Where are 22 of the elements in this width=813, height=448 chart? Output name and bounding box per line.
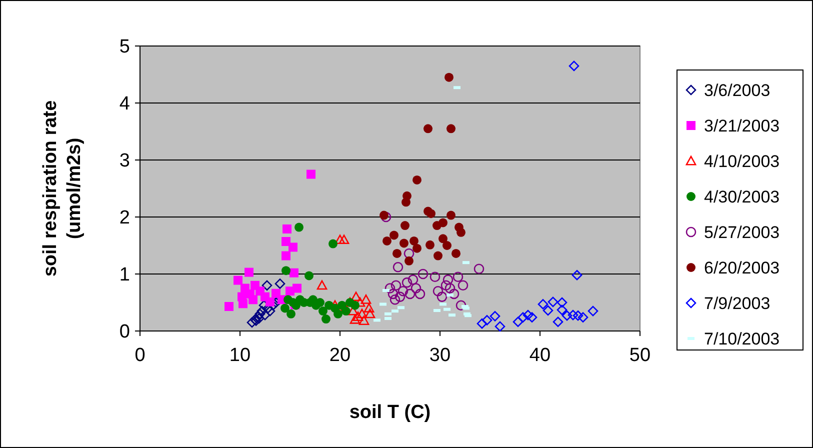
legend-label: 3/6/2003	[704, 80, 770, 100]
x-tick-label: 30	[429, 345, 451, 366]
x-tick-label: 40	[529, 345, 551, 366]
x-tick-label: 0	[134, 345, 146, 366]
legend-label: 5/27/2003	[704, 222, 780, 242]
y-tick-label: 5	[119, 36, 130, 58]
legend-label: 7/9/2003	[704, 294, 770, 313]
y-tick-label: 3	[119, 150, 130, 172]
x-tick-label: 20	[329, 345, 351, 366]
y-tick-label: 0	[119, 322, 130, 343]
y-tick-label: 2	[119, 208, 130, 229]
legend-label: 3/21/2003	[704, 116, 780, 136]
x-axis-title: soil T (C)	[349, 402, 431, 423]
x-tick-label: 50	[629, 345, 651, 366]
y-tick-label: 4	[119, 94, 130, 115]
legend-label: 4/10/2003	[704, 152, 780, 171]
y-axis-title: soil respiration rate (umol/m2s)	[40, 100, 85, 277]
legend-label: 4/30/2003	[704, 187, 780, 206]
legend-label: 7/10/2003	[704, 329, 780, 348]
y-tick-label: 1	[119, 264, 130, 286]
x-tick-label: 10	[229, 345, 251, 366]
legend-label: 6/20/2003	[704, 258, 780, 278]
